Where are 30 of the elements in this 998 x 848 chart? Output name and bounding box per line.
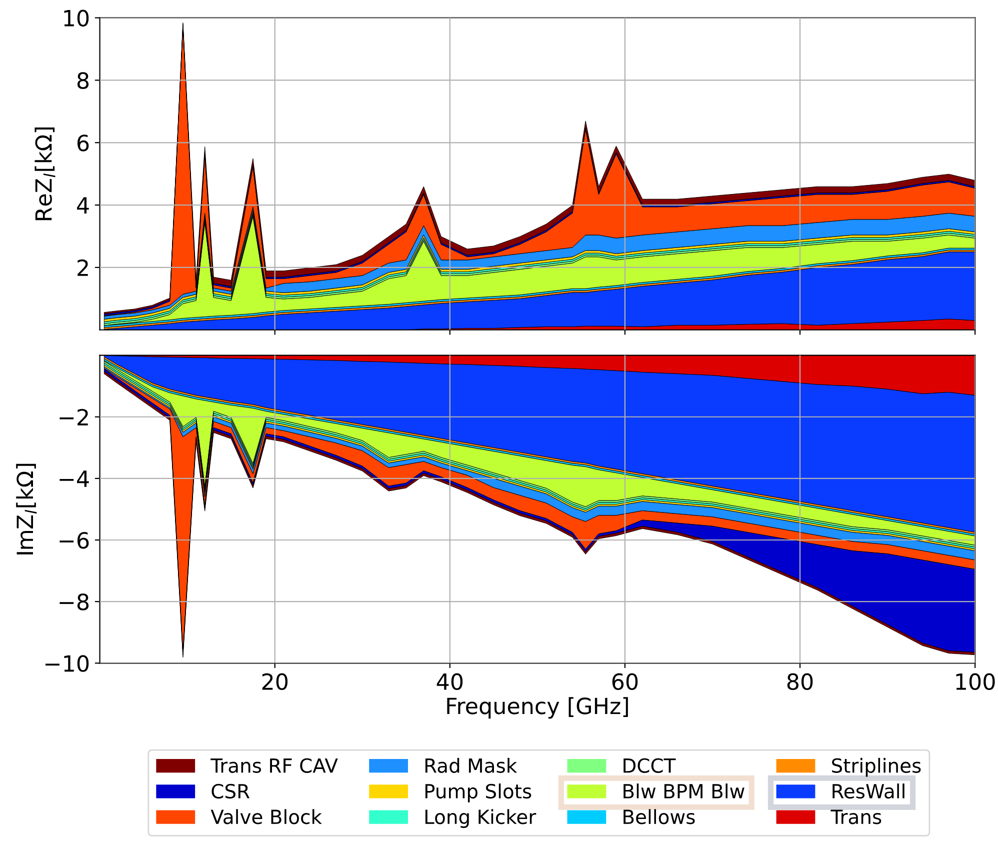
y-tick-label: −2 — [60, 408, 88, 426]
legend-label: CSR — [212, 784, 250, 799]
y-tick-label: −4 — [60, 470, 89, 487]
x-tick-label: 100 — [956, 673, 995, 690]
x-tick-label: 40 — [436, 673, 463, 690]
legend-label: Striplines — [832, 758, 921, 777]
x-tick-label: 60 — [612, 673, 638, 690]
y-axis-title: ImZ$_{l}$[kΩ] — [16, 464, 37, 554]
y-tick-label: 2 — [78, 259, 88, 276]
y-axis-title: ReZ$_{l}$[kΩ] — [34, 128, 56, 220]
legend-label: Valve Block — [210, 809, 322, 824]
y-tick-label: 8 — [77, 72, 89, 89]
legend-label: Rad Mask — [425, 758, 518, 773]
x-axis-title: Frequency [GHz] — [447, 697, 628, 719]
y-tick-label: −8 — [60, 594, 89, 610]
legend-label: Trans RF CAV — [210, 758, 338, 773]
y-tick-label: 4 — [77, 197, 89, 214]
y-tick-label: −10 — [46, 655, 89, 672]
legend-label: DCCT — [624, 758, 676, 773]
y-tick-label: 6 — [77, 134, 89, 152]
x-tick-label: 80 — [787, 673, 813, 690]
x-tick-label: 20 — [262, 673, 288, 690]
y-tick-label: −6 — [60, 532, 89, 549]
legend-label: Pump Slots — [425, 784, 532, 802]
legend-label: Trans — [830, 810, 882, 824]
legend-label: Bellows — [624, 809, 695, 824]
y-tick-label: 10 — [64, 10, 89, 27]
legend-label: ResWall — [832, 784, 904, 799]
legend-label: Long Kicker — [425, 809, 536, 828]
legend-label: Blw BPM Blw — [624, 784, 744, 798]
